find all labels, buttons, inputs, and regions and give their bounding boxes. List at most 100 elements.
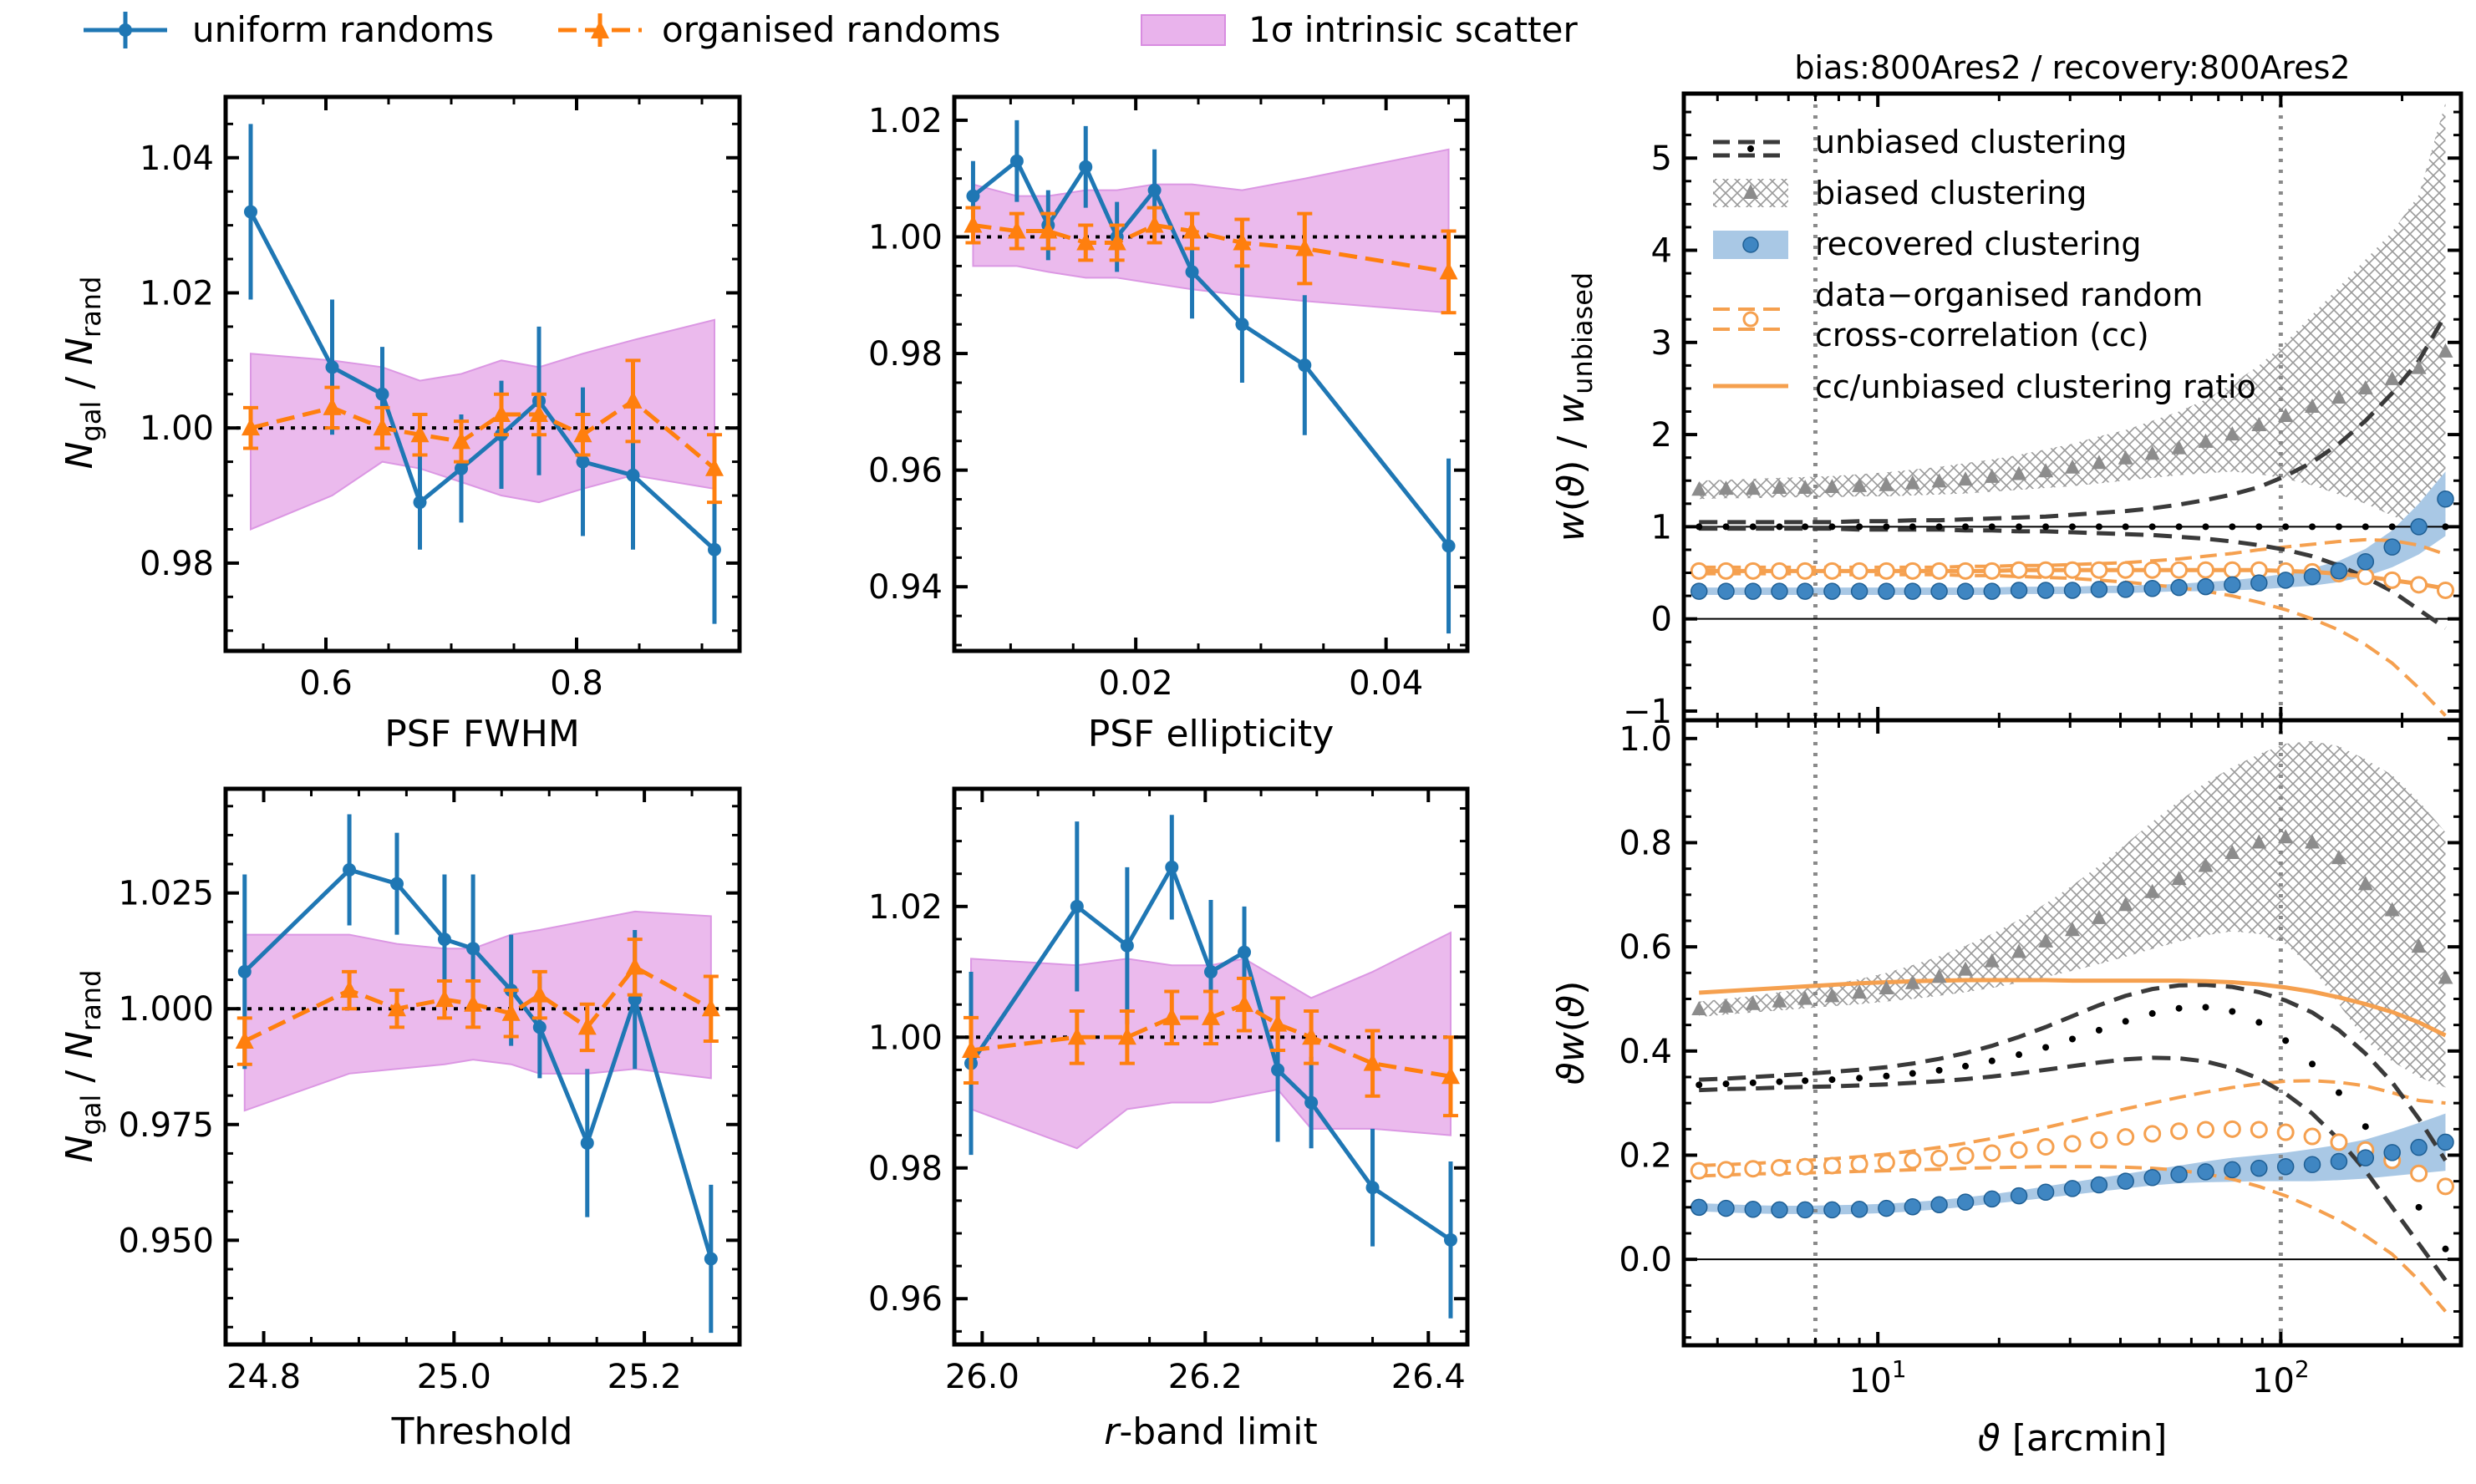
recovered-point <box>1690 582 1708 600</box>
series-organised-randoms <box>963 206 1458 315</box>
cross-correlation-point <box>1930 1149 1949 1167</box>
y-tick-label: 0.98 <box>868 1150 943 1188</box>
y-axis-label: w(ϑ) / wunbiased <box>1550 272 1599 541</box>
cross-correlation-point <box>2117 561 2135 579</box>
biased-point <box>1852 984 1868 999</box>
cross-correlation-point <box>2196 561 2214 579</box>
recovered-point <box>1930 1196 1948 1213</box>
unbiased-point <box>2309 1060 2316 1068</box>
biased-point <box>1718 998 1734 1013</box>
unbiased-point <box>2148 523 2156 531</box>
y-tick-label: 0 <box>1651 601 1672 639</box>
data-point <box>1076 232 1096 251</box>
biased-point <box>2011 465 2027 480</box>
legend-cross-correlation-label: data−organised random <box>1815 277 2203 313</box>
biased-point <box>2278 408 2294 423</box>
y-tick-label: 1.00 <box>140 409 214 448</box>
biased-point <box>2091 455 2107 470</box>
data-point <box>1067 1027 1086 1045</box>
unbiased-point <box>2255 1019 2263 1026</box>
unbiased-point <box>2282 523 2290 531</box>
recovered-point <box>2250 574 2268 592</box>
unbiased-point <box>2362 523 2369 531</box>
biased-point <box>2011 943 2027 958</box>
unbiased-clustering-lower <box>1699 1055 2448 1282</box>
recovered-point <box>2276 572 2295 589</box>
data-point <box>623 390 643 409</box>
unbiased-point <box>1696 1081 1703 1089</box>
y-tick-label: 0.975 <box>118 1106 214 1145</box>
unbiased-point <box>1988 523 1996 531</box>
y-tick-label: 0.2 <box>1619 1136 1672 1175</box>
unbiased-point <box>1962 523 1970 531</box>
recovered-point <box>1771 1201 1788 1219</box>
biased-point <box>2171 871 2187 886</box>
cross-correlation-point <box>1744 1160 1762 1178</box>
recovered-point <box>2383 1144 2401 1161</box>
unbiased-point <box>2122 1018 2129 1025</box>
series-organised-randoms <box>241 358 724 505</box>
y-tick-label: 0.94 <box>868 568 943 607</box>
series-organised-randoms <box>235 938 720 1066</box>
data-point <box>1162 1007 1182 1025</box>
biased-point <box>2438 343 2453 358</box>
cross-correlation-point <box>2090 561 2108 579</box>
unbiased-point <box>2016 1051 2023 1059</box>
y-axis-label: Ngal / Nrand <box>58 970 107 1163</box>
cross-correlation-point <box>1744 562 1762 580</box>
biased-point <box>2171 440 2187 455</box>
cross-correlation-point <box>2117 1128 2135 1146</box>
unbiased-point <box>2095 523 2102 531</box>
biased-point <box>1931 968 1947 983</box>
cross-correlation-point <box>2090 1131 2108 1149</box>
x-tick-label: 0.02 <box>1099 664 1173 703</box>
cross-correlation-point <box>1823 562 1841 580</box>
y-tick-label: 1.02 <box>868 102 943 140</box>
y-tick-label: −1 <box>1623 693 1672 731</box>
unbiased-point <box>2069 1035 2077 1043</box>
y-tick-label: 0.96 <box>868 452 943 490</box>
y-axis-label: Ngal / Nrand <box>58 277 107 470</box>
recovered-point <box>2170 1166 2188 1183</box>
y-tick-label: 1.00 <box>868 1019 943 1057</box>
data-point <box>1233 232 1252 251</box>
data-point <box>323 397 342 415</box>
cross-correlation-point <box>2170 561 2189 579</box>
y-tick-label: 1.02 <box>140 274 214 313</box>
plot-frame <box>1681 718 2463 1348</box>
data-point <box>1039 221 1058 239</box>
recovered-point <box>2010 1187 2028 1205</box>
biased-point <box>1958 961 1974 976</box>
series-line <box>248 211 716 551</box>
x-tick-label: 101 <box>1849 1355 1907 1400</box>
cross-correlation-point <box>2063 561 2082 579</box>
unbiased-point <box>2016 523 2023 531</box>
cross-correlation-point <box>1904 1151 1922 1170</box>
recovered-point <box>1796 1201 1814 1219</box>
y-tick-label: 1.04 <box>140 140 214 178</box>
recovered-point <box>2410 1138 2428 1156</box>
legend-uniform-randoms-label: uniform randoms <box>192 9 494 50</box>
data-point <box>1120 938 1134 953</box>
panel-r-band-limit: 26.0 26.2 26.4 0.96 0.98 1.00 1.02 r-band limi… <box>868 786 1470 1453</box>
panel-title: bias:800Ares2 / recovery:800Ares2 <box>1794 49 2350 86</box>
data-point <box>1302 1027 1321 1045</box>
data-point <box>577 1017 597 1035</box>
unbiased-point <box>2229 523 2236 531</box>
data-point <box>1443 1232 1457 1247</box>
cross-correlation-point <box>2010 561 2028 579</box>
unbiased-point <box>2335 523 2342 531</box>
y-tick-label: 1.00 <box>868 218 943 257</box>
legend-organised-randoms-label: organised randoms <box>662 9 1000 50</box>
data-point <box>437 933 451 947</box>
data-point <box>1365 1181 1380 1195</box>
cross-correlation-point <box>1717 562 1736 580</box>
data-point <box>373 418 392 436</box>
axis-ticks: 24.8 25.0 25.2 0.950 0.975 1.000 1.025 <box>118 789 740 1396</box>
x-tick-label: 0.04 <box>1349 664 1423 703</box>
cross-correlation-point <box>2436 581 2454 599</box>
data-point <box>1009 154 1024 168</box>
recovered-point <box>2063 1180 2082 1197</box>
y-tick-label: 1.0 <box>1619 720 1672 759</box>
recovered-point <box>2170 578 2188 597</box>
